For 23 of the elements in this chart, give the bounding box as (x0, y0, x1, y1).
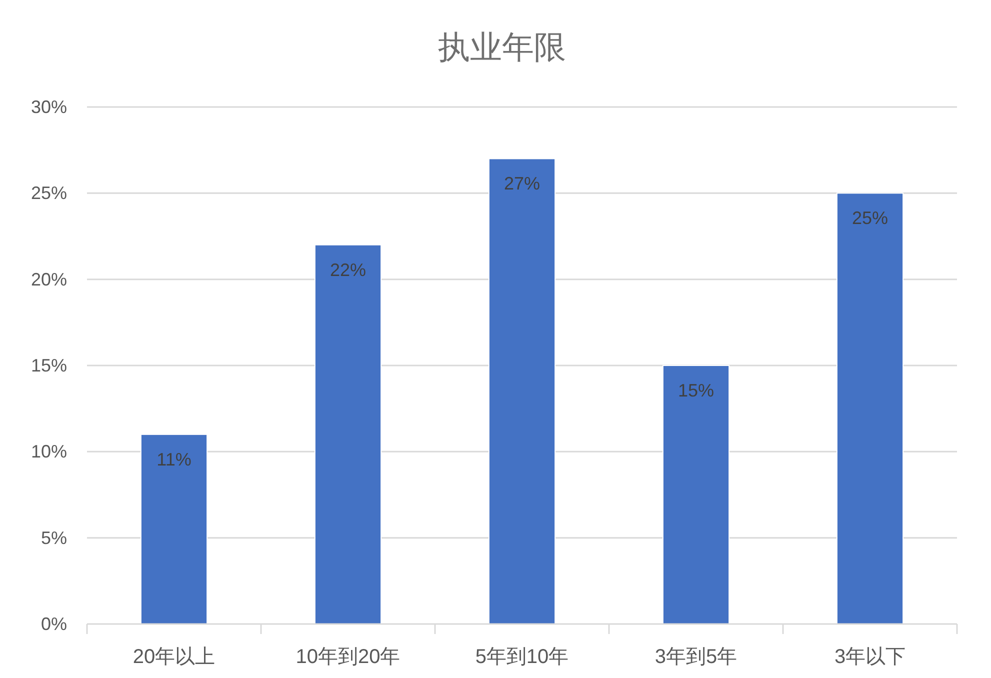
bar (836, 192, 904, 624)
y-tick-label: 15% (30, 356, 67, 376)
bar (662, 365, 730, 624)
x-tick-label: 20年以上 (132, 646, 216, 668)
y-tick-label: 5% (40, 528, 67, 548)
x-tick-label: 3年到5年 (654, 646, 738, 668)
bar (140, 434, 208, 624)
x-tick-label: 5年到10年 (475, 646, 569, 668)
bar (314, 244, 382, 624)
bar (488, 158, 556, 624)
data-label: 25% (852, 208, 888, 228)
chart-title: 执业年限 (438, 28, 566, 66)
y-tick-label: 20% (30, 269, 67, 290)
y-tick-label: 10% (30, 442, 67, 462)
y-tick-label: 30% (30, 97, 67, 117)
data-label: 22% (330, 260, 366, 280)
y-tick-label: 25% (30, 183, 67, 204)
x-tick-label: 10年到20年 (296, 646, 400, 668)
data-label: 15% (678, 380, 714, 400)
y-tick-label: 0% (40, 614, 67, 634)
x-tick-label: 3年以下 (834, 646, 906, 668)
data-label: 27% (504, 174, 540, 194)
data-label: 11% (156, 449, 192, 470)
